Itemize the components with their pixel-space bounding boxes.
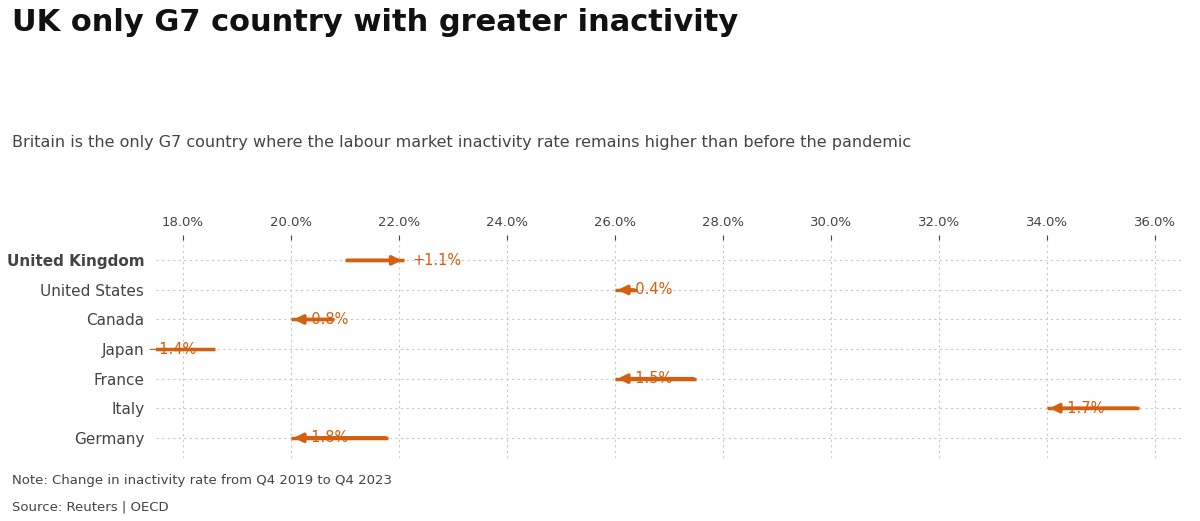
Text: Source: Reuters | OECD: Source: Reuters | OECD: [12, 500, 169, 513]
Text: Britain is the only G7 country where the labour market inactivity rate remains h: Britain is the only G7 country where the…: [12, 135, 911, 151]
Text: −0.8%: −0.8%: [299, 312, 348, 327]
Text: +1.1%: +1.1%: [413, 253, 462, 268]
Text: Note: Change in inactivity rate from Q4 2019 to Q4 2023: Note: Change in inactivity rate from Q4 …: [12, 474, 392, 487]
Text: −1.8%: −1.8%: [299, 430, 348, 445]
Text: −1.5%: −1.5%: [623, 371, 672, 386]
Text: UK only G7 country with greater inactivity: UK only G7 country with greater inactivi…: [12, 8, 738, 37]
Text: −0.4%: −0.4%: [623, 282, 672, 297]
Text: −1.4%: −1.4%: [148, 342, 197, 356]
Text: −1.7%: −1.7%: [1055, 401, 1104, 416]
